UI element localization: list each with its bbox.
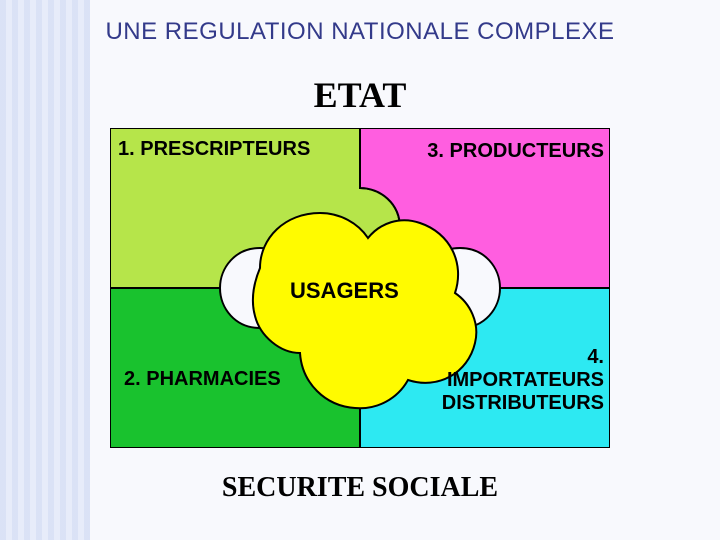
text-bl: PHARMACIES (146, 368, 280, 390)
text-br: IMPORTATEURS DISTRIBUTEURS (404, 369, 604, 415)
num-tr: 3. (427, 140, 444, 162)
num-bl: 2. (124, 368, 141, 390)
bottom-actor-label: SECURITE SOCIALE (0, 472, 720, 504)
num-tl: 1. (118, 138, 135, 160)
text-tl: PRESCRIPTEURS (140, 138, 310, 160)
num-br: 4. (404, 346, 604, 369)
label-producteurs: 3. PRODUCTEURS (427, 140, 604, 163)
label-importateurs: 4. IMPORTATEURS DISTRIBUTEURS (404, 346, 604, 415)
label-prescripteurs: 1. PRESCRIPTEURS (118, 138, 310, 161)
puzzle-diagram: 1. PRESCRIPTEURS 3. PRODUCTEURS 2. PHARM… (110, 128, 610, 448)
label-pharmacies: 2. PHARMACIES (124, 368, 281, 391)
slide-title: UNE REGULATION NATIONALE COMPLEXE (0, 18, 720, 46)
slide: UNE REGULATION NATIONALE COMPLEXE ETAT 1… (0, 0, 720, 540)
text-tr: PRODUCTEURS (450, 140, 604, 162)
label-usagers: USAGERS (290, 278, 399, 303)
top-actor-label: ETAT (0, 74, 720, 116)
